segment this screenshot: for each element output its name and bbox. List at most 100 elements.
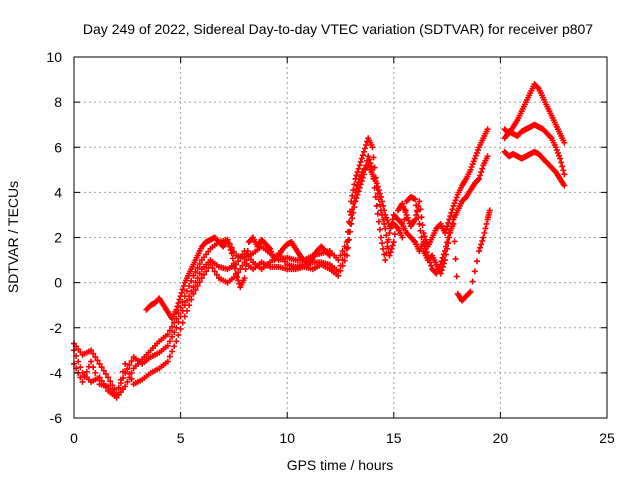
y-tick-label: -4 xyxy=(50,365,63,381)
data-point xyxy=(186,302,193,309)
data-point xyxy=(390,239,397,246)
y-tick-label: -6 xyxy=(50,410,63,426)
y-tick-label: 0 xyxy=(54,275,62,291)
data-point xyxy=(376,190,383,197)
data-point xyxy=(90,364,97,371)
data-point xyxy=(438,258,445,265)
data-point xyxy=(96,360,103,367)
data-point xyxy=(335,272,342,279)
data-point xyxy=(374,210,381,217)
data-point xyxy=(339,248,346,255)
data-point xyxy=(467,166,474,173)
data-point xyxy=(186,293,193,300)
data-point xyxy=(386,252,393,259)
data-point xyxy=(88,347,95,354)
x-tick-label: 15 xyxy=(386,430,402,446)
data-point xyxy=(444,223,451,230)
data-point xyxy=(355,188,362,195)
data-point xyxy=(196,270,203,277)
data-point xyxy=(75,358,82,365)
data-point xyxy=(362,145,369,152)
data-point xyxy=(388,220,395,227)
data-point xyxy=(384,243,391,250)
data-point xyxy=(237,254,244,261)
data-point xyxy=(399,200,406,207)
data-point xyxy=(473,149,480,156)
data-point xyxy=(421,242,428,249)
data-point xyxy=(445,219,452,226)
data-point xyxy=(558,159,565,166)
series-track-c xyxy=(71,153,493,399)
data-point xyxy=(242,266,249,273)
data-point xyxy=(424,252,431,259)
data-point xyxy=(411,237,418,244)
data-point xyxy=(415,214,422,221)
data-point xyxy=(412,216,419,223)
series-track-d xyxy=(143,234,333,322)
data-point xyxy=(452,255,459,262)
data-point xyxy=(117,376,124,383)
data-point xyxy=(100,367,107,374)
data-point xyxy=(469,278,476,285)
data-point xyxy=(231,265,238,272)
chart-title: Day 249 of 2022, Sidereal Day-to-day VTE… xyxy=(83,21,593,37)
data-point xyxy=(402,207,409,214)
data-point xyxy=(188,277,195,284)
data-point xyxy=(268,248,275,255)
data-point xyxy=(554,149,561,156)
data-point xyxy=(416,198,423,205)
y-tick-label: 4 xyxy=(54,184,62,200)
data-point xyxy=(479,165,486,172)
data-point xyxy=(451,200,458,207)
x-axis-label: GPS time / hours xyxy=(287,457,394,473)
data-point xyxy=(115,384,122,391)
data-point xyxy=(175,310,182,317)
data-point xyxy=(483,220,490,227)
data-point xyxy=(561,171,568,178)
data-point xyxy=(81,373,88,380)
data-point xyxy=(369,144,376,151)
data-point xyxy=(354,191,361,198)
data-point xyxy=(447,213,454,220)
data-point xyxy=(534,84,541,91)
data-point xyxy=(444,239,451,246)
data-point xyxy=(343,245,350,252)
data-point xyxy=(384,217,391,224)
data-point xyxy=(556,152,563,159)
axis-ticks xyxy=(73,56,608,419)
data-point xyxy=(368,163,375,170)
data-point xyxy=(350,209,357,216)
data-point xyxy=(201,271,208,278)
data-point xyxy=(476,175,483,182)
series-track-b xyxy=(71,153,491,397)
data-point xyxy=(420,229,427,236)
data-point xyxy=(164,358,171,365)
data-point xyxy=(237,266,244,273)
data-point xyxy=(382,257,389,264)
series-track-f xyxy=(501,121,568,178)
data-point xyxy=(241,275,248,282)
data-point xyxy=(381,207,388,214)
data-point xyxy=(230,260,237,267)
x-tick-label: 5 xyxy=(177,430,185,446)
data-point xyxy=(422,245,429,252)
data-point xyxy=(166,327,173,334)
data-point xyxy=(477,172,484,179)
data-point xyxy=(164,342,171,349)
data-point xyxy=(343,252,350,259)
data-point xyxy=(190,290,197,297)
data-point xyxy=(233,270,240,277)
data-point xyxy=(412,196,419,203)
data-point xyxy=(353,195,360,202)
series-track-e xyxy=(501,81,568,146)
data-point xyxy=(171,343,178,350)
data-point xyxy=(382,211,389,218)
x-tick-labels: 0 5 10 15 20 25 xyxy=(70,430,615,446)
data-point xyxy=(188,296,195,303)
data-point xyxy=(481,229,488,236)
data-point xyxy=(421,233,428,240)
series-track-g xyxy=(501,148,568,189)
data-point xyxy=(401,206,408,213)
data-point xyxy=(475,176,482,183)
data-point xyxy=(239,262,246,269)
